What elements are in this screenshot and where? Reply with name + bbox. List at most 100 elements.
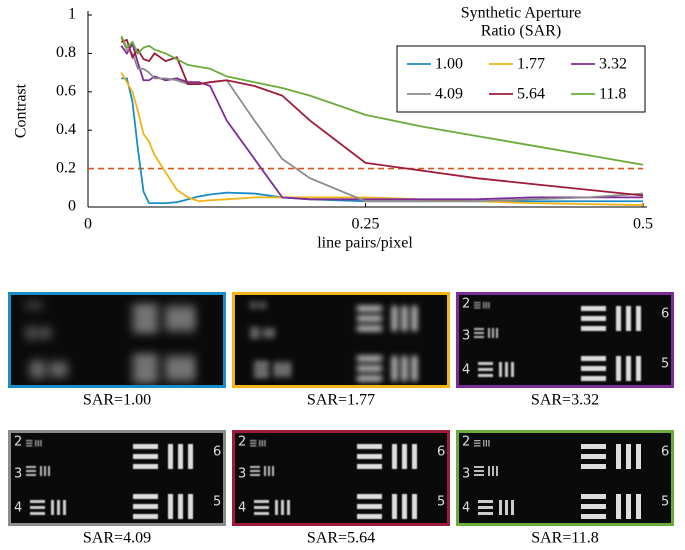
panel-caption: SAR=4.09 (83, 530, 151, 547)
bar-h (474, 442, 481, 444)
series-line (120, 72, 644, 206)
panel-caption: SAR=3.32 (531, 392, 599, 409)
legend-title: Synthetic Aperture (461, 5, 581, 22)
bar-v (626, 356, 631, 381)
bar-v (272, 466, 274, 476)
bar-v (40, 302, 42, 309)
y-tick-label: 0.4 (56, 121, 76, 138)
target-label: 2 (462, 297, 470, 312)
bar-h (474, 307, 481, 309)
bar-v (264, 328, 266, 338)
bar-h (474, 466, 484, 468)
bar-v (40, 440, 42, 447)
bar-h (133, 504, 158, 509)
bar-h (250, 332, 260, 334)
bar-h (474, 336, 484, 338)
target (250, 302, 417, 381)
bar-v (483, 440, 485, 447)
target-label: 6 (661, 445, 669, 460)
bar-v (505, 500, 508, 515)
bar-v (188, 306, 193, 331)
bar-v (63, 362, 66, 377)
bar-v (636, 494, 641, 519)
target-label: 3 (238, 467, 246, 482)
panel (232, 292, 450, 388)
bar-v (626, 306, 631, 331)
bar-v (392, 356, 397, 381)
panel: 2 3 4 6 5 (232, 430, 450, 526)
panel-border (8, 430, 226, 526)
bar-v (168, 306, 173, 331)
bar-h (474, 445, 481, 447)
x-tick-label: 0 (84, 216, 92, 233)
bar-h (357, 326, 382, 331)
bar-h (478, 500, 493, 503)
bar-v (499, 500, 502, 515)
panel-border (456, 292, 674, 388)
bar-v (616, 444, 621, 469)
bar-v (511, 500, 514, 515)
bar-h (254, 368, 269, 371)
bar-v (488, 440, 490, 447)
bar-v (35, 440, 37, 447)
bar-h (30, 368, 45, 371)
bar-v (264, 302, 266, 309)
bar-h (250, 328, 260, 330)
bar-v (636, 444, 641, 469)
x-tick-label: 0.5 (633, 216, 653, 233)
bar-h (474, 474, 484, 476)
target-label: 5 (661, 357, 669, 372)
target-label: 2 (462, 435, 470, 450)
bar-h (250, 470, 260, 472)
bar-v (48, 466, 50, 476)
bar-h (26, 328, 36, 330)
bar-h (26, 332, 36, 334)
bar-h (581, 494, 606, 499)
bar-h (357, 504, 382, 509)
bar-v (268, 466, 270, 476)
bar-h (30, 362, 45, 365)
bar-h (250, 445, 257, 447)
bar-h (581, 464, 606, 469)
bar-h (474, 302, 481, 304)
bar-v (264, 440, 266, 447)
bar-h (133, 514, 158, 519)
x-tick-label: 0.25 (352, 216, 380, 233)
target-label: 5 (437, 495, 445, 510)
bar-h (581, 454, 606, 459)
bar-v (40, 328, 42, 338)
bar-h (26, 336, 36, 338)
bar-v (275, 362, 278, 377)
bar-h (357, 306, 382, 311)
bar-v (37, 440, 39, 447)
bar-v (281, 362, 284, 377)
bar-v (48, 328, 50, 338)
bar-h (30, 374, 45, 377)
bar-h (474, 440, 481, 442)
bar-h (478, 512, 493, 515)
bar-h (133, 376, 158, 381)
bar-h (250, 474, 260, 476)
series-line (121, 38, 644, 197)
bar-h (474, 470, 484, 472)
bar-h (357, 454, 382, 459)
target (474, 302, 641, 381)
bar-v (412, 444, 417, 469)
bar-h (133, 326, 158, 331)
bar-h (26, 440, 33, 442)
bar-h (357, 356, 382, 361)
bar-v (261, 440, 263, 447)
bar-v (402, 444, 407, 469)
bar-h (581, 356, 606, 361)
bar-v (626, 444, 631, 469)
bar-h (357, 444, 382, 449)
target-label: 3 (462, 467, 470, 482)
bar-v (287, 362, 290, 377)
target (26, 440, 193, 519)
target-label: 4 (462, 363, 470, 378)
bar-h (254, 500, 269, 503)
bar-v (51, 500, 54, 515)
bar-v (35, 302, 37, 309)
bar-v (287, 500, 290, 515)
bar-v (392, 306, 397, 331)
